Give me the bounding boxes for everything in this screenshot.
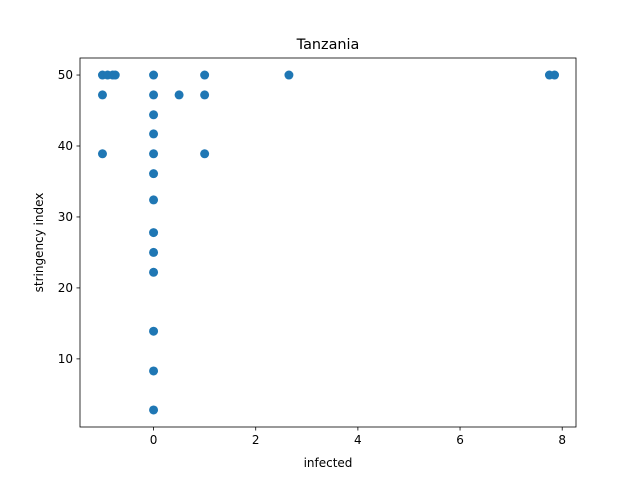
- x-tick-label: 0: [150, 433, 158, 447]
- data-point: [97, 90, 107, 100]
- data-point: [149, 247, 159, 257]
- data-point: [200, 70, 210, 80]
- x-tick-label: 8: [558, 433, 566, 447]
- x-axis-ticks: 0 2 4 6 8: [150, 427, 566, 447]
- x-tick-label: 2: [252, 433, 260, 447]
- data-point: [149, 149, 159, 159]
- y-tick-label: 50: [58, 68, 73, 82]
- data-point: [149, 70, 159, 80]
- x-tick-label: 6: [456, 433, 464, 447]
- data-point: [149, 228, 159, 238]
- data-point: [200, 149, 210, 159]
- chart-title: Tanzania: [296, 37, 360, 53]
- y-axis-ticks: 10 20 30 40 50: [58, 68, 80, 366]
- y-tick-label: 30: [58, 210, 73, 224]
- plot-area-frame: [79, 57, 577, 428]
- data-point: [149, 326, 159, 336]
- data-point: [110, 70, 120, 80]
- data-point: [149, 90, 159, 100]
- y-tick-label: 10: [58, 352, 73, 366]
- data-point: [149, 169, 159, 179]
- y-tick-label: 20: [58, 281, 73, 295]
- x-axis-label: infected: [304, 456, 353, 470]
- y-tick-label: 40: [58, 139, 73, 153]
- x-tick-label: 4: [354, 433, 362, 447]
- data-point: [149, 110, 159, 120]
- data-point: [284, 70, 294, 80]
- data-point: [149, 366, 159, 376]
- data-point: [200, 90, 210, 100]
- data-point: [149, 405, 159, 415]
- data-point: [149, 129, 159, 139]
- data-point: [149, 267, 159, 277]
- points-layer: [97, 70, 560, 415]
- data-point: [149, 195, 159, 205]
- data-point: [174, 90, 184, 100]
- data-point: [97, 149, 107, 159]
- y-axis-label: stringency index: [32, 193, 46, 293]
- data-point: [550, 70, 560, 80]
